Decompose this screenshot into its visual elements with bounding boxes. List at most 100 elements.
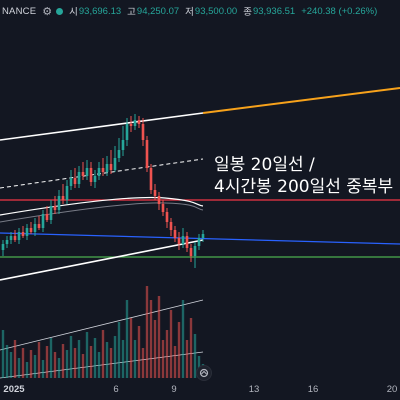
volume-bar (125, 300, 129, 378)
volume-bar (169, 310, 173, 378)
volume-bar (137, 326, 141, 378)
volume-bar (189, 318, 193, 378)
volume-bar (17, 358, 21, 378)
candle-body (165, 212, 169, 222)
candle-body (73, 178, 77, 184)
candle-body (17, 232, 21, 240)
candle-body (177, 238, 181, 244)
volume-bar (45, 346, 49, 378)
low-label: 저 (185, 7, 194, 18)
candle-body (117, 150, 121, 158)
candle-body (49, 206, 53, 220)
x-tick-2025: 2025 (3, 384, 25, 395)
candle-body (53, 206, 57, 210)
candle-body (93, 176, 97, 182)
candle-body (21, 232, 25, 236)
volume-bar (165, 330, 169, 378)
volume-bar (81, 354, 85, 378)
volume-bar (109, 348, 113, 378)
drawing-lines (0, 87, 400, 379)
annotation-line-2: 4시간봉 200일선 중복부 (214, 177, 394, 197)
exchange-label: NANCE (2, 5, 37, 17)
low-value: 93,500.00 (194, 5, 238, 17)
volume-bar (93, 338, 97, 378)
change-value: +240.38 (+0.26%) (301, 5, 378, 17)
moving-average-curve (0, 196, 204, 216)
candle-body (185, 236, 189, 248)
open-value: 93,696.13 (78, 5, 122, 17)
candle-body (105, 164, 109, 172)
candle-body (89, 168, 93, 182)
candle-body (29, 228, 33, 232)
volume-bar (149, 300, 153, 378)
ohlc-header: NANCE ⚙ 시 93,696.13 고 94,250.07 저 93,500… (0, 0, 400, 22)
candle-body (101, 168, 105, 172)
volume-bar (177, 322, 181, 378)
chart-annotation[interactable]: 일봉 20일선 / 4시간봉 200일선 중복부 (214, 154, 393, 198)
volume-bar (105, 342, 109, 378)
candle-body (37, 224, 41, 228)
channel-mid-dashed-line (0, 158, 204, 189)
candlesticks (1, 114, 205, 268)
volume-bar (41, 360, 45, 378)
x-tick-9: 9 (171, 384, 177, 395)
volume-bar (153, 320, 157, 378)
high-value: 94,250.07 (136, 5, 180, 17)
time-axis[interactable]: 2025 6 9 13 16 20 (0, 378, 400, 400)
volume-bar (89, 346, 93, 378)
volume-bar (25, 362, 29, 378)
candle-body (61, 196, 65, 200)
volume-bar (161, 340, 165, 378)
candle-body (1, 244, 5, 250)
market-status-dot (56, 7, 64, 15)
candle-body (125, 124, 129, 140)
candle-body (109, 164, 113, 170)
candle-body (57, 196, 61, 210)
volume-bar (69, 336, 73, 378)
volume-bar (9, 352, 13, 378)
candle-body (97, 168, 101, 176)
volume-bar (5, 345, 9, 378)
gear-icon[interactable]: ⚙ (42, 5, 53, 18)
volume-bar (145, 286, 149, 378)
candle-body (13, 236, 17, 240)
volume-bar (77, 340, 81, 378)
candle-body (149, 168, 153, 190)
tradingview-logo-icon[interactable] (196, 365, 212, 381)
candle-body (5, 240, 9, 244)
candle-body (197, 238, 201, 246)
volume-bar (133, 340, 137, 378)
volume-bar (37, 342, 41, 378)
moving-average-curve-2 (0, 202, 204, 223)
candle-body (189, 248, 193, 256)
candle-body (41, 214, 45, 228)
candle-body (201, 234, 205, 238)
channel-upper-line (0, 112, 204, 141)
candle-body (161, 204, 165, 212)
candle-body (25, 228, 29, 236)
volume-bar (13, 340, 17, 378)
volume-bars (1, 286, 205, 378)
candle-body (33, 224, 37, 232)
volume-bar (57, 358, 61, 378)
volume-bar (121, 340, 125, 378)
high-label: 고 (127, 7, 136, 18)
candle-body (45, 214, 49, 220)
x-tick-13: 13 (248, 384, 260, 395)
volume-bar (157, 296, 161, 378)
candle-body (141, 124, 145, 140)
candle-body (157, 196, 161, 204)
volume-bar (97, 352, 101, 378)
volume-bar (73, 348, 77, 378)
candle-body (169, 222, 173, 230)
candle-body (9, 236, 13, 240)
candle-body (173, 230, 177, 238)
candle-body (69, 178, 73, 186)
volume-bar (61, 344, 65, 378)
volume-bar (181, 300, 185, 378)
x-tick-6: 6 (113, 384, 119, 395)
volume-bar (29, 350, 33, 378)
channel-lower-line (0, 239, 204, 281)
candle-body (129, 124, 133, 126)
